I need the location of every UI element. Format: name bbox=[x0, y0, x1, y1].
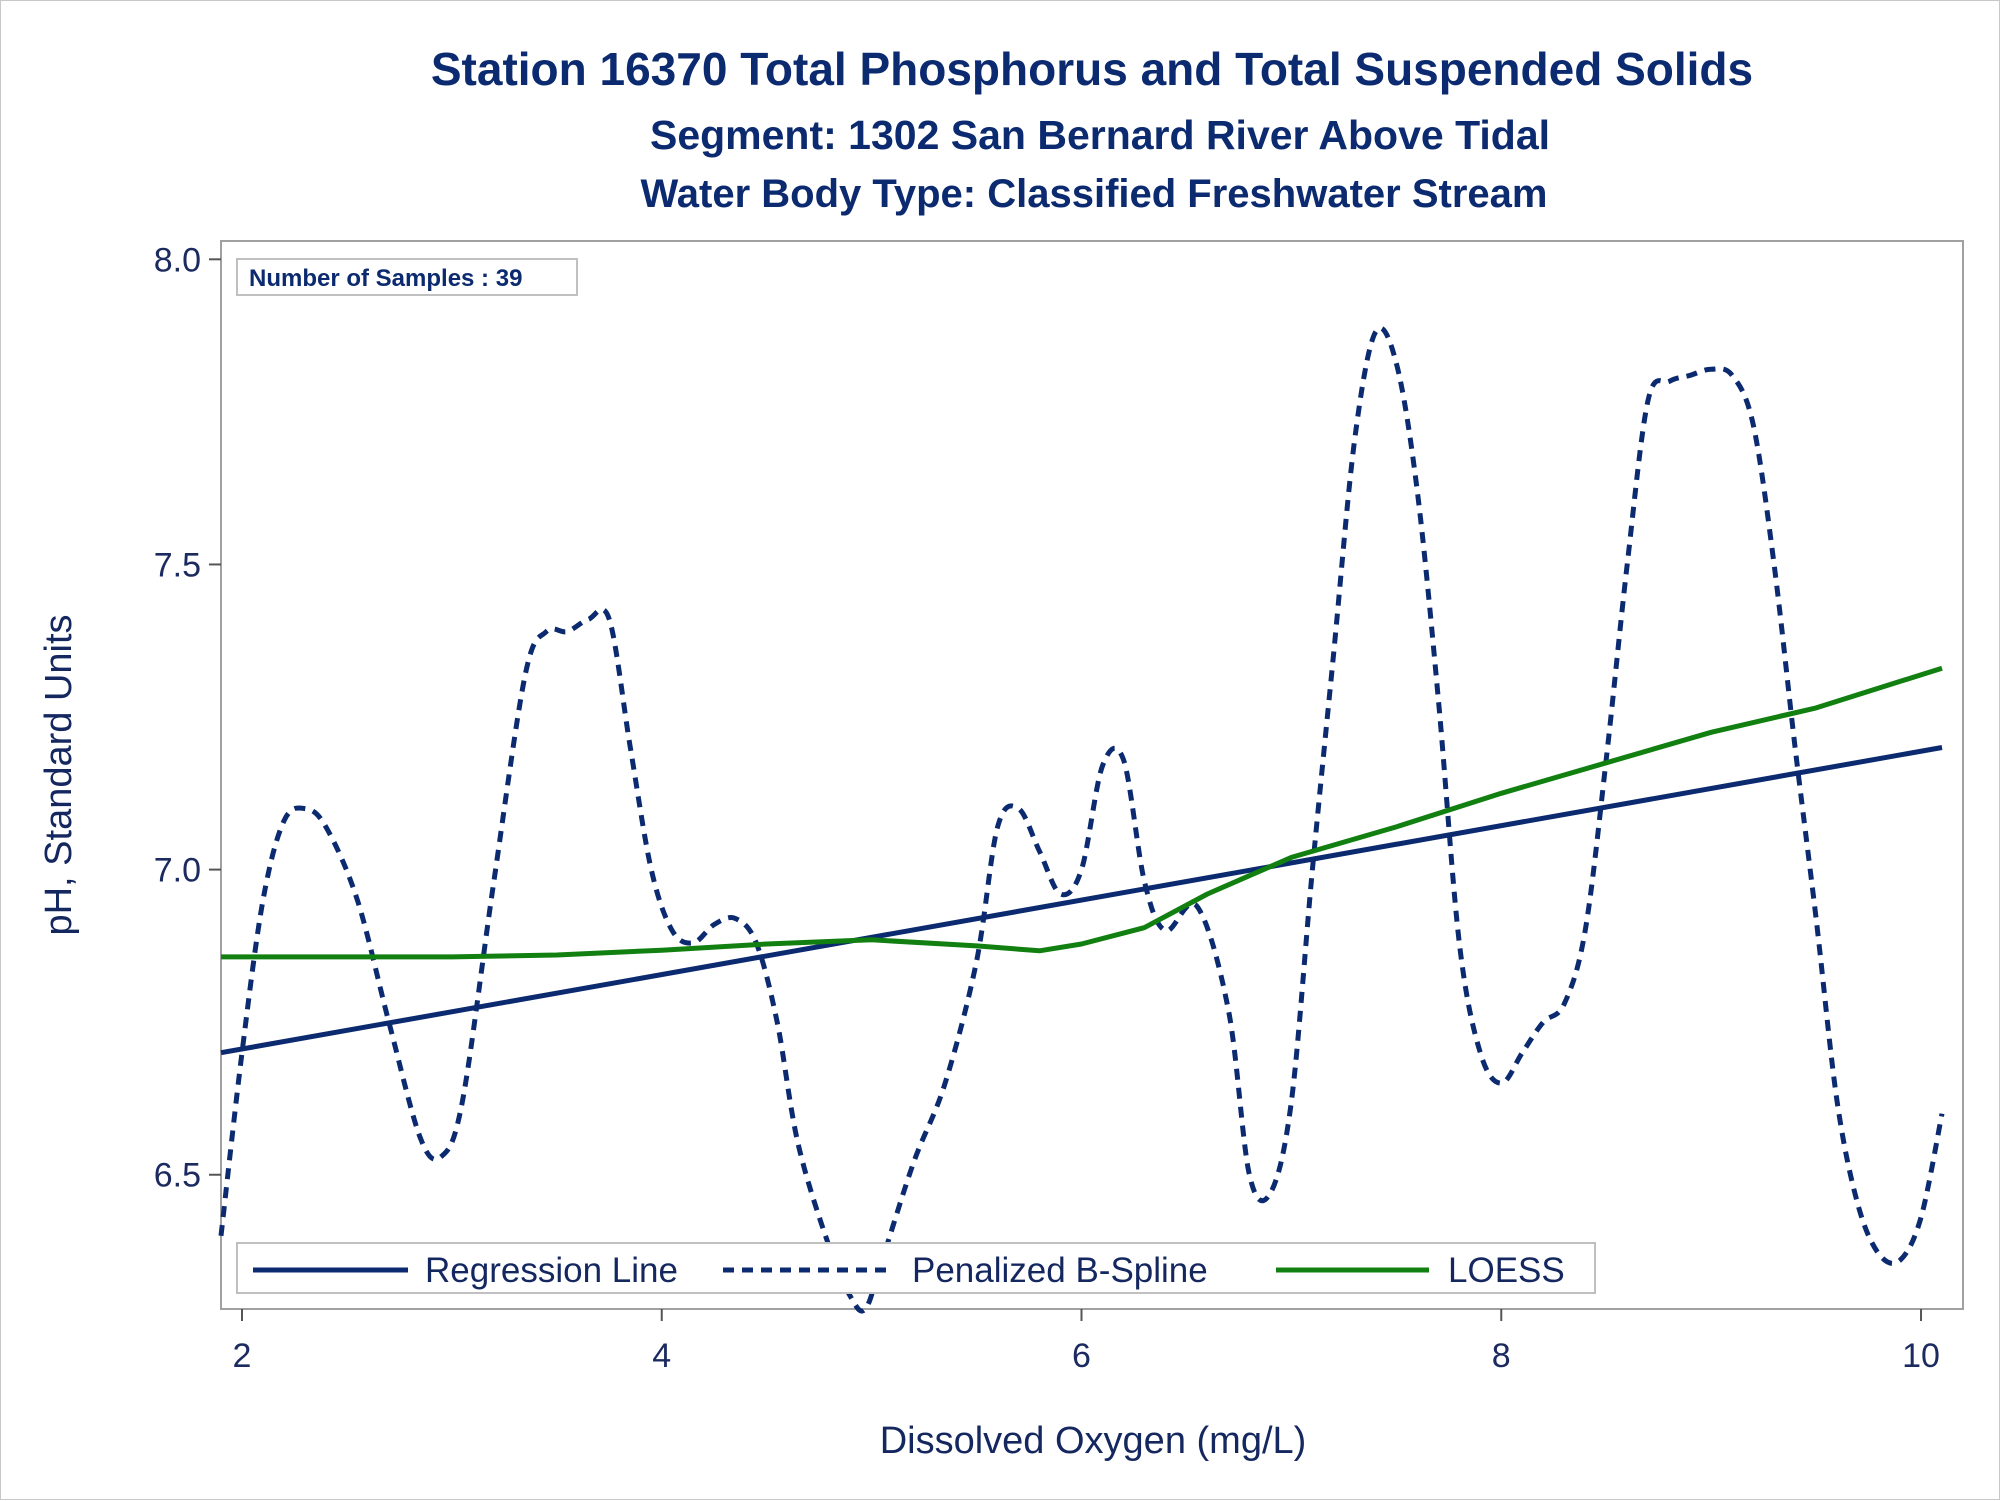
series-line-regression-line bbox=[220, 745, 1943, 1056]
x-axis: 2 4 6 8 10 bbox=[233, 1309, 1940, 1375]
plot-area-border bbox=[220, 240, 1964, 1310]
y-tick-label: 6.5 bbox=[154, 1157, 201, 1195]
chart-title: Station 16370 Total Phosphorus and Total… bbox=[431, 43, 1753, 95]
legend: Regression Line Penalized B-Spline LOESS bbox=[236, 1242, 1596, 1294]
series-layer bbox=[218, 325, 1945, 1314]
y-tick-label: 7.0 bbox=[154, 852, 201, 890]
series-line-penalized-b-spline bbox=[218, 325, 1945, 1314]
sample-count-box bbox=[236, 258, 578, 296]
series-line-loess bbox=[221, 665, 1943, 960]
x-tick-label: 6 bbox=[1072, 1337, 1091, 1375]
x-tick-label: 10 bbox=[1902, 1337, 1940, 1375]
sample-count-inset: Number of Samples : 39 bbox=[236, 258, 578, 296]
y-axis-label: pH, Standard Units bbox=[38, 614, 80, 935]
sample-count-text: Number of Samples : 39 bbox=[249, 265, 522, 292]
y-tick-label: 8.0 bbox=[154, 241, 201, 279]
legend-label-loess: LOESS bbox=[1448, 1251, 1565, 1290]
x-axis-label: Dissolved Oxygen (mg/L) bbox=[880, 1420, 1307, 1462]
x-tick-label: 8 bbox=[1492, 1337, 1511, 1375]
legend-label-regression: Regression Line bbox=[425, 1251, 678, 1290]
legend-label-spline: Penalized B-Spline bbox=[912, 1251, 1208, 1290]
y-tick-label: 7.5 bbox=[154, 546, 201, 584]
y-axis: 6.5 7.0 7.5 8.0 bbox=[154, 241, 221, 1195]
x-tick-label: 4 bbox=[652, 1337, 671, 1375]
chart-subtitle-segment: Segment: 1302 San Bernard River Above Ti… bbox=[650, 112, 1550, 158]
x-tick-label: 2 bbox=[233, 1337, 252, 1375]
chart-subtitle-waterbody: Water Body Type: Classified Freshwater S… bbox=[641, 172, 1548, 216]
